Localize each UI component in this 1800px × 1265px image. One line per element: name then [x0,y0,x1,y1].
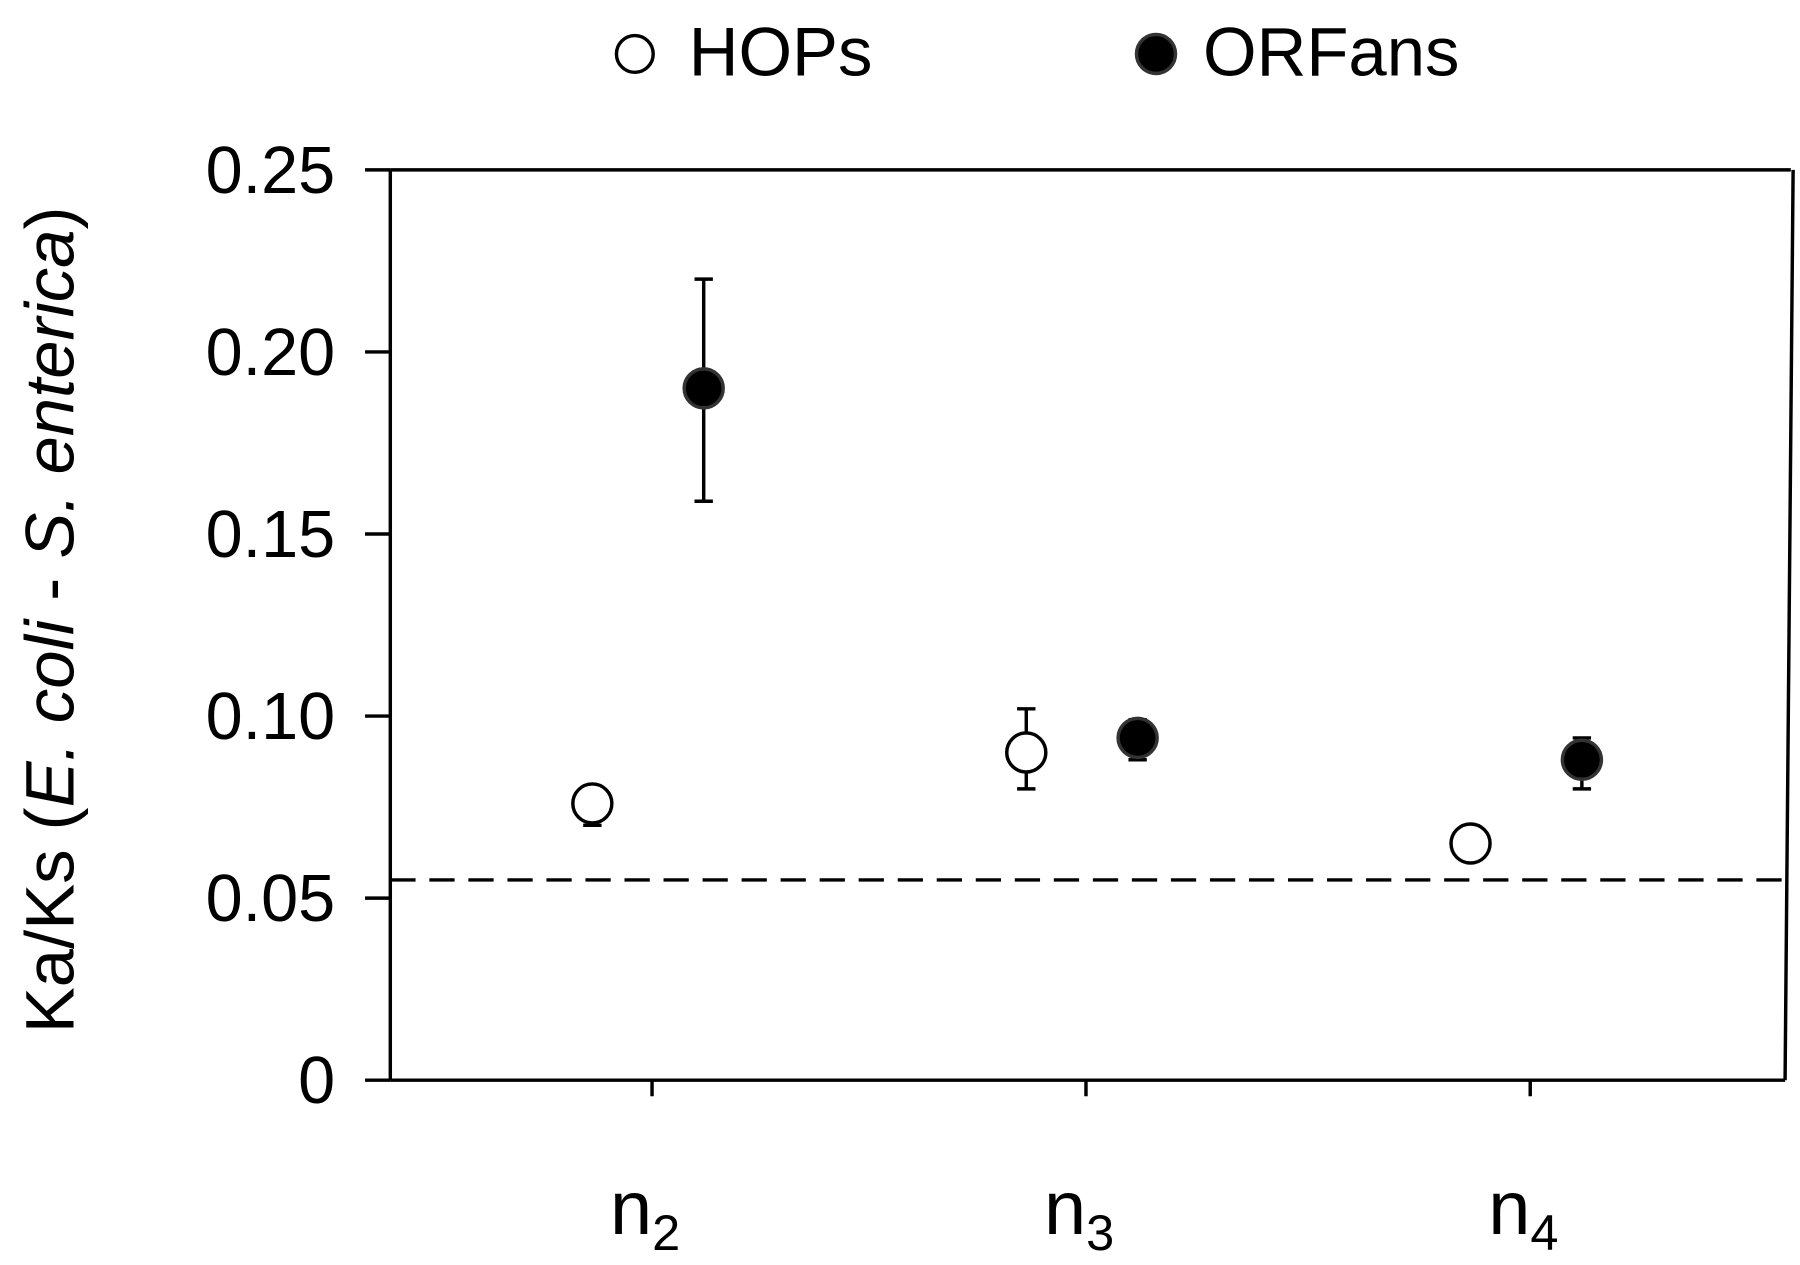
y-ticks: 0 0.05 0.10 0.15 0.20 0.25 [206,134,391,1118]
plot-frame [388,168,1795,1082]
y-axis-label: Ka/Ks (E. coli - S. enterica) [11,207,88,1034]
y-tick-label: 0 [298,1044,335,1118]
y-tick-label: 0.15 [206,498,336,572]
legend: HOPs ORFans [614,14,1459,91]
orfans-point [1560,738,1604,781]
data-marks [571,277,1604,865]
y-tick-label: 0.05 [206,862,336,936]
legend-label-orfans: ORFans [1203,14,1459,91]
x-tick-label: n2 [610,1166,680,1261]
hops-point [1449,822,1492,865]
right-border [1783,169,1795,1081]
orfans-point [1116,716,1159,760]
x-tick-label: n4 [1488,1166,1558,1261]
x-ticks: n2 n3 n4 [610,1080,1558,1261]
hops-point [1005,731,1048,774]
y-tick-label: 0.10 [206,680,336,754]
y-tick-label: 0.25 [206,134,336,208]
y-tick-label: 0.20 [206,316,336,390]
orfans-point [682,367,725,410]
x-tick-label: n3 [1044,1166,1114,1261]
legend-marker-hops [614,33,655,75]
hops-point [571,782,614,825]
legend-marker-orfans [1134,32,1178,76]
legend-label-hops: HOPs [689,14,873,91]
